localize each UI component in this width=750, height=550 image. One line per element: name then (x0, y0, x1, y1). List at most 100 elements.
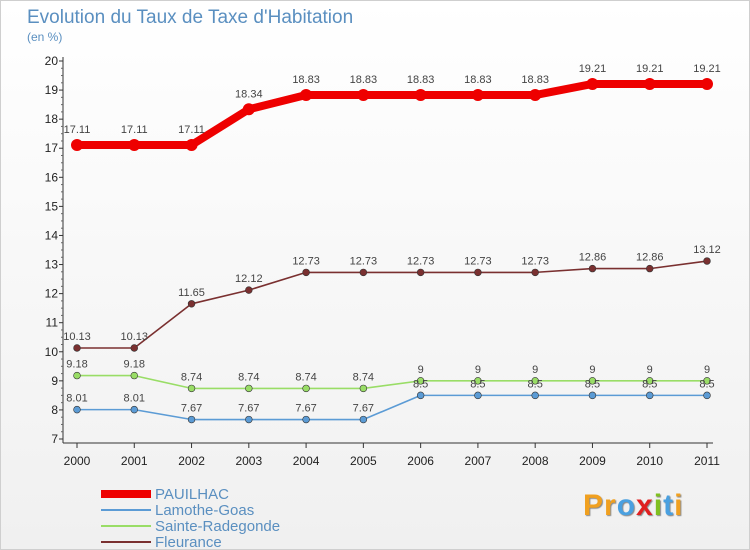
x-tick-label: 2005 (350, 454, 377, 468)
data-label: 18.34 (235, 88, 263, 100)
data-point (646, 391, 654, 400)
logo-letter: t (663, 489, 675, 522)
data-point (701, 77, 713, 90)
data-label: 8.5 (470, 378, 485, 390)
data-point (73, 371, 81, 380)
series-line-sainte-radegonde (77, 374, 707, 390)
data-point (588, 377, 597, 385)
data-label: 18.83 (521, 74, 549, 86)
data-label: 8.5 (699, 378, 714, 390)
data-point (128, 139, 141, 152)
x-tick-label: 2010 (636, 454, 663, 468)
data-point (187, 415, 196, 424)
x-tick-label: 2009 (579, 454, 606, 468)
data-label: 12.73 (350, 255, 378, 267)
data-point (359, 268, 368, 277)
data-label: 8.74 (238, 371, 259, 383)
x-tick-label: 2008 (522, 454, 549, 468)
legend-label: Lamothe-Goas (155, 502, 254, 519)
legend: PAUILHACLamothe-GoasSainte-RadegondeFleu… (101, 486, 280, 549)
data-point (242, 103, 255, 116)
series-line-lamothe-goas (77, 394, 707, 421)
data-label: 8.5 (642, 378, 657, 390)
y-tick-label: 7 (51, 432, 58, 446)
data-label: 12.86 (636, 252, 664, 264)
data-label: 8.01 (66, 393, 87, 405)
data-point (245, 384, 253, 393)
y-tick-label: 10 (45, 345, 59, 359)
y-tick-label: 18 (45, 112, 59, 126)
data-label: 12.73 (292, 255, 320, 267)
data-point (646, 377, 654, 385)
data-label: 19.21 (579, 63, 607, 75)
data-label: 12.86 (579, 252, 607, 264)
data-point (187, 300, 196, 308)
data-label: 7.67 (353, 403, 374, 415)
y-tick-label: 12 (45, 287, 59, 301)
data-point (130, 344, 138, 352)
y-tick-label: 11 (46, 316, 59, 330)
unit-label: (en %) (27, 30, 63, 44)
data-point (531, 377, 539, 385)
data-point (703, 257, 711, 265)
data-point (357, 89, 370, 102)
data-point (474, 268, 482, 277)
data-point (474, 377, 482, 385)
data-point (531, 391, 539, 400)
data-label: 9 (589, 364, 595, 376)
data-point (416, 268, 425, 277)
data-point (474, 391, 482, 400)
data-label: 8.01 (124, 393, 145, 405)
x-tick-label: 2001 (121, 454, 148, 468)
data-point (245, 415, 253, 424)
x-tick-label: 2007 (465, 454, 492, 468)
data-label: 9 (475, 364, 481, 376)
data-point (300, 89, 313, 102)
data-point (588, 264, 597, 273)
series-line-fleurance (77, 260, 708, 349)
data-point (302, 415, 310, 424)
data-label: 12.12 (235, 273, 263, 285)
data-label: 19.21 (693, 63, 721, 75)
data-label: 9 (704, 364, 710, 376)
data-label: 9.18 (66, 359, 87, 371)
data-label: 9 (532, 364, 538, 376)
data-point (245, 286, 253, 294)
data-point (130, 405, 138, 414)
x-tick-label: 2004 (293, 454, 320, 468)
x-tick-label: 2002 (178, 454, 205, 468)
data-point (359, 384, 368, 393)
data-label: 7.67 (181, 403, 202, 415)
y-tick-label: 19 (45, 83, 59, 97)
data-label: 9 (418, 364, 424, 376)
data-point (416, 377, 425, 385)
y-tick-label: 9 (51, 374, 58, 388)
series-layer: 10.13 10.13 11.65 12.12 12.73 12.73 12.73 12.73… (63, 63, 721, 424)
data-label: 8.74 (181, 371, 202, 383)
data-point (187, 384, 196, 393)
data-label: 18.83 (350, 74, 378, 86)
data-label: 7.67 (238, 403, 259, 415)
data-point (703, 377, 711, 385)
data-point (302, 384, 310, 393)
data-label: 10.13 (63, 331, 91, 343)
data-point (531, 268, 539, 277)
data-label: 12.73 (407, 255, 435, 267)
data-label: 8.5 (413, 378, 428, 390)
y-tick-label: 15 (45, 199, 59, 213)
data-label: 8.5 (585, 378, 600, 390)
data-label: 19.21 (636, 63, 664, 75)
y-tick-label: 8 (51, 403, 58, 417)
logo-letter: x (636, 489, 654, 522)
logo-letter: o (616, 489, 637, 522)
data-label: 17.11 (178, 124, 205, 136)
data-label: 8.74 (353, 371, 374, 383)
legend-label: PAUILHAC (155, 486, 229, 503)
data-point (529, 89, 542, 102)
data-label: 12.73 (521, 255, 549, 267)
data-label: 8.5 (528, 378, 543, 390)
data-label: 9 (647, 364, 653, 376)
proxiti-logo: Proxiti (583, 489, 683, 523)
data-label: 11.65 (178, 287, 205, 299)
